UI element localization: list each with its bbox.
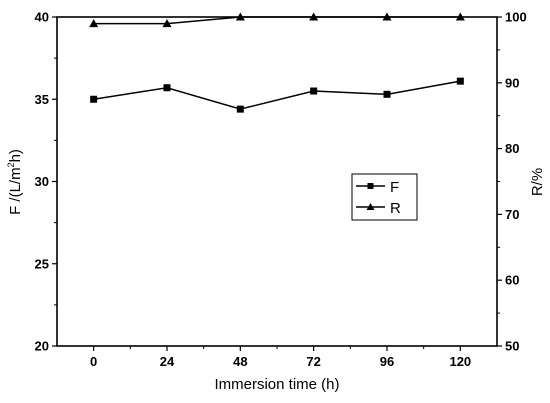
x-tick-label: 96 [380,354,394,369]
series-line-r [93,16,461,25]
data-point-f [236,105,244,113]
x-tick-label: 72 [306,354,320,369]
x-tick-label: 120 [449,354,471,369]
y-left-tick-label: 30 [35,174,49,189]
series-line-f [93,80,461,110]
x-axis-title: Immersion time (h) [214,376,339,393]
data-point-r [162,19,172,28]
data-point-f [310,87,318,95]
y-left-tick-label: 20 [35,339,49,354]
data-point-f [163,84,171,92]
plot-frame [56,16,498,347]
legend-box [351,173,418,221]
y-left-tick-label: 35 [35,92,49,107]
data-point-f [456,77,464,85]
legend-marker-triangle [366,203,375,210]
y-left-tick-label: 40 [35,10,49,25]
tick-layer: 0 24 48 72 96 120 20 25 30 35 40 50 60 70 80 90 100 [35,10,527,370]
y-left-tick-label: 25 [35,256,49,271]
legend-label-r: R [390,200,401,217]
y-axis-left-title: F /(L/m2h) [6,149,24,215]
x-tick-label: 0 [90,354,97,369]
legend-label-f: F [390,179,399,196]
legend: F R [351,173,418,221]
series-layer [89,12,465,113]
legend-marker-square [367,183,374,189]
y-right-tick-label: 70 [505,207,519,222]
data-point-r [89,19,99,28]
y-right-tick-label: 50 [505,339,519,354]
y-right-tick-label: 90 [505,75,519,90]
x-tick-label: 48 [233,354,247,369]
y-right-tick-label: 100 [505,10,527,25]
data-point-f [90,95,98,103]
y-axis-right-title: R/% [529,168,546,196]
y-right-tick-label: 80 [505,141,519,156]
data-point-f [383,90,391,98]
y-right-tick-label: 60 [505,273,519,288]
x-tick-label: 24 [160,354,175,369]
